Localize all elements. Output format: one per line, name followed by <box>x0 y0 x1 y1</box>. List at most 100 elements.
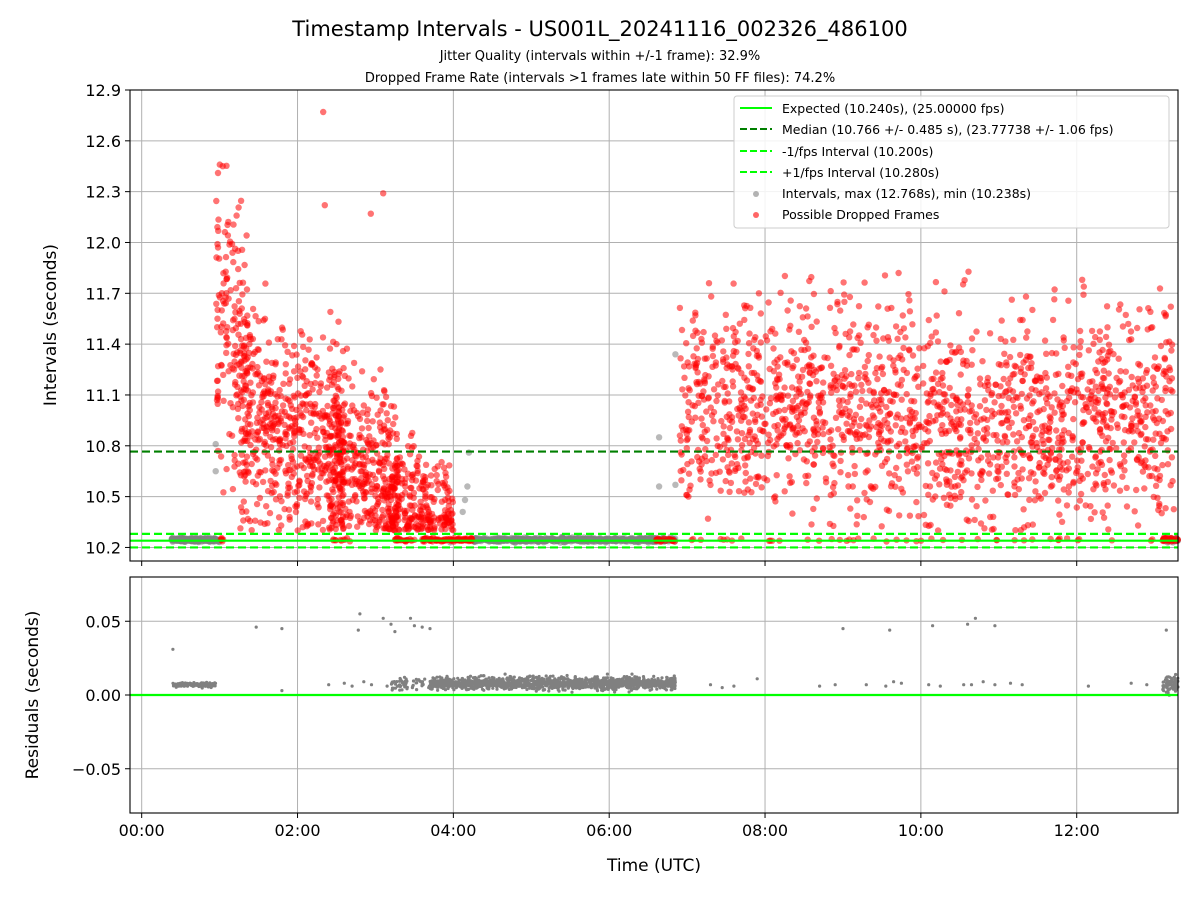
dropped-frame-point <box>303 472 311 480</box>
dropped-frame-point <box>1123 503 1131 510</box>
dropped-frame-point <box>268 489 275 496</box>
dropped-frame-point <box>361 495 368 502</box>
dropped-frame-point <box>383 410 390 417</box>
dropped-frame-point <box>850 321 857 328</box>
dropped-frame-point <box>409 473 416 481</box>
residual-point <box>613 690 617 694</box>
dropped-frame-point <box>770 345 777 352</box>
dropped-frame-point <box>240 396 248 404</box>
dropped-frame-point <box>1099 374 1107 382</box>
dropped-frame-point <box>263 503 270 510</box>
dropped-frame-point <box>851 462 858 470</box>
dropped-frame-point <box>283 431 290 438</box>
dropped-frame-point <box>887 428 894 435</box>
residual-point <box>660 676 664 680</box>
dropped-frame-point <box>1137 419 1144 426</box>
dropped-frame-point <box>981 397 989 404</box>
dropped-frame-point <box>1002 338 1009 345</box>
dropped-frame-point <box>313 425 320 433</box>
dropped-frame-point <box>1076 497 1084 504</box>
dropped-frame-point <box>843 420 850 427</box>
dropped-frame-point <box>270 468 277 475</box>
dropped-frame-point <box>714 442 721 449</box>
dropped-frame-point <box>772 330 779 337</box>
dropped-frame-point <box>880 386 888 394</box>
reference-lines <box>130 450 1178 549</box>
dropped-frame-point <box>365 424 372 432</box>
dropped-frame-point <box>213 300 220 307</box>
dropped-frame-point <box>849 444 856 452</box>
dropped-frame-point <box>356 518 364 525</box>
dropped-frame-point <box>1038 431 1045 439</box>
dropped-frame-point <box>790 350 798 357</box>
dropped-frame-point <box>323 492 331 499</box>
dropped-frame-point <box>438 458 445 466</box>
dropped-frame-point <box>343 345 351 352</box>
dropped-frame-point <box>1041 337 1049 344</box>
dropped-frame-point <box>996 409 1003 416</box>
dropped-frame-point <box>759 393 766 400</box>
dropped-frame-point <box>1141 443 1148 450</box>
dropped-frame-point <box>681 374 688 381</box>
dropped-frame-point <box>951 425 959 432</box>
dropped-frame-point <box>1018 475 1025 482</box>
dropped-frame-point <box>351 462 358 469</box>
dropped-frame-point <box>1103 423 1111 431</box>
dropped-frame-point <box>340 525 347 532</box>
dropped-frame-point <box>865 433 873 441</box>
interval-point <box>672 351 679 358</box>
dropped-frame-point <box>302 366 309 373</box>
dropped-frame-point <box>909 321 916 328</box>
dropped-frame-point <box>1059 466 1066 473</box>
dropped-frame-point <box>420 473 427 480</box>
dropped-frame-point <box>878 400 885 408</box>
dropped-frame-point <box>957 406 964 414</box>
dropped-frame-point <box>893 464 900 472</box>
dropped-frame-point <box>860 513 867 521</box>
dropped-frame-point <box>1096 426 1104 433</box>
dropped-frame-point <box>252 481 260 488</box>
dropped-frame-point <box>1020 506 1027 513</box>
dropped-frame-point <box>1147 324 1155 332</box>
dropped-frame-point <box>697 476 704 483</box>
dropped-frame-point <box>839 382 846 390</box>
dropped-frame-point <box>720 423 727 430</box>
dropped-frame-point <box>914 455 921 462</box>
dropped-frame-point <box>948 483 955 490</box>
dropped-frame-point <box>1133 422 1140 430</box>
dropped-frame-point <box>828 389 835 396</box>
dropped-frame-point <box>382 393 390 401</box>
dropped-frame-point <box>709 343 716 350</box>
dropped-frame-point <box>997 361 1005 369</box>
dropped-frame-point <box>757 310 764 317</box>
dropped-frame-point <box>388 512 395 520</box>
dropped-frame-point <box>393 435 400 442</box>
dropped-frame-point <box>236 279 243 287</box>
dropped-frame-point <box>290 368 298 375</box>
dropped-frame-point <box>895 453 903 460</box>
dropped-frame-point <box>1163 339 1170 346</box>
dropped-frame-point <box>848 370 855 378</box>
dropped-frame-point <box>1012 410 1020 417</box>
dropped-frame-point <box>241 435 249 442</box>
dropped-frame-point <box>920 511 928 519</box>
dropped-frame-point <box>881 416 888 424</box>
dropped-frame-point <box>988 413 996 420</box>
dropped-frame-point <box>1032 478 1039 485</box>
dropped-frame-point <box>946 384 953 392</box>
dropped-frame-point <box>855 303 863 310</box>
dropped-frame-point <box>1103 400 1111 408</box>
dropped-frame-point <box>742 469 749 477</box>
dropped-frame-point <box>813 495 820 502</box>
dropped-frame-point <box>1003 458 1010 466</box>
dropped-frame-point <box>1038 389 1045 396</box>
dropped-frame-point <box>231 463 238 470</box>
dropped-frame-point <box>786 326 793 333</box>
dropped-frame-point <box>856 446 863 454</box>
dropped-frame-point <box>820 430 827 438</box>
dropped-frame-point <box>299 331 306 338</box>
dropped-frame-point <box>277 392 284 400</box>
dropped-frame-point <box>237 197 245 204</box>
dropped-frame-point <box>1070 415 1077 423</box>
dropped-frame-point <box>810 461 817 468</box>
